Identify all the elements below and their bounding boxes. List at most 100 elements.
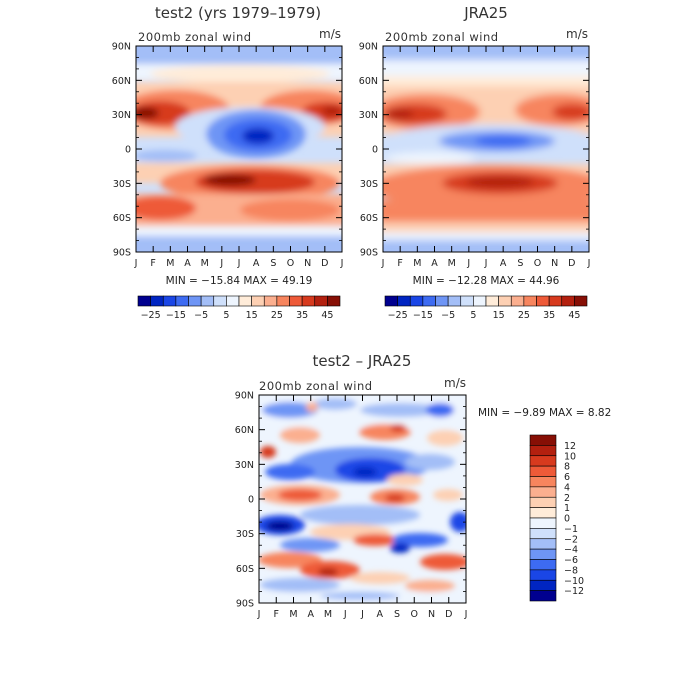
colorbar-swatch	[548, 295, 563, 307]
y-tick-label: 60N	[359, 76, 378, 87]
colorbar-swatch	[435, 295, 449, 307]
x-tick-label: A	[253, 258, 260, 269]
colorbar-swatch	[529, 434, 557, 446]
colorbar-label: −2	[564, 534, 578, 545]
colorbar-swatch	[529, 517, 557, 529]
colorbar-swatch	[263, 295, 278, 307]
x-tick-label: M	[324, 609, 332, 620]
colorbar-label: −5	[194, 310, 208, 321]
x-tick-label: F	[150, 258, 155, 269]
colorbar-swatch	[529, 496, 557, 508]
x-tick-label: F	[274, 609, 279, 620]
colorbar-swatch	[529, 507, 557, 519]
colorbar-swatch	[301, 295, 316, 307]
colorbar-label: 45	[321, 310, 333, 321]
x-tick-label: A	[500, 258, 507, 269]
colorbar-label: −6	[564, 555, 578, 566]
colorbar-label: 25	[271, 310, 283, 321]
x-tick-label: S	[517, 258, 523, 269]
x-tick-label: N	[428, 609, 435, 620]
colorbar-swatch	[529, 579, 557, 591]
colorbar-label: 25	[518, 310, 530, 321]
x-tick-label: M	[413, 258, 421, 269]
x-tick-label: M	[166, 258, 174, 269]
x-tick-label: J	[466, 258, 470, 269]
panel-title: JRA25	[463, 4, 508, 22]
min-max-stats: MIN = −9.89 MAX = 8.82	[478, 407, 611, 419]
y-tick-label: 30N	[359, 110, 378, 121]
colorbar-swatch	[529, 538, 557, 550]
colorbar-swatch	[473, 295, 487, 307]
colorbar-swatch	[536, 295, 550, 307]
x-tick-label: A	[308, 609, 315, 620]
y-tick-label: 30S	[113, 179, 131, 190]
panel-jra25: JRA25 200mb zonal wind m/s	[359, 4, 591, 321]
colorbar-swatch	[523, 295, 537, 307]
colorbar-swatch	[529, 455, 557, 467]
colorbar-swatch	[251, 295, 265, 307]
x-tick-label: J	[340, 258, 344, 269]
y-tick-label: 90N	[359, 42, 378, 53]
colorbar-swatch	[561, 295, 575, 307]
colorbar-label: 35	[296, 310, 308, 321]
colorbar-swatch	[422, 295, 436, 307]
x-tick-label: S	[270, 258, 276, 269]
heatmap-field	[259, 395, 466, 603]
colorbar-swatch	[327, 295, 341, 307]
y-tick-label: 0	[248, 495, 254, 506]
y-tick-label: 30S	[360, 179, 378, 190]
colorbar-swatch	[175, 295, 189, 307]
x-tick-label: J	[484, 258, 488, 269]
x-tick-label: O	[287, 258, 294, 269]
colorbar-label: −5	[441, 310, 455, 321]
y-tick-label: 60S	[360, 213, 378, 224]
colorbar-swatch	[529, 569, 557, 581]
colorbar-swatch	[409, 295, 424, 307]
x-tick-label: N	[304, 258, 311, 269]
y-tick-label: 60N	[235, 425, 254, 436]
x-tick-label: F	[397, 258, 402, 269]
y-tick-label: 90S	[113, 248, 131, 259]
colorbar-swatch	[276, 295, 290, 307]
y-tick-label: 90S	[236, 599, 254, 610]
colorbar-label: −15	[166, 310, 186, 321]
min-max-stats: MIN = −15.84 MAX = 49.19	[166, 275, 313, 287]
y-tick-label: 30S	[236, 529, 254, 540]
colorbar-swatch	[137, 295, 151, 307]
x-tick-label: J	[587, 258, 591, 269]
colorbar-swatch	[529, 528, 557, 540]
colorbar-label: −25	[388, 310, 408, 321]
colorbar-label: 6	[564, 472, 570, 483]
variable-label: 200mb zonal wind	[385, 30, 499, 44]
colorbar-swatch	[574, 295, 588, 307]
colorbar-swatch	[529, 476, 557, 488]
colorbar-label: 15	[246, 310, 258, 321]
colorbar-label: 5	[470, 310, 476, 321]
colorbar-swatch	[213, 295, 227, 307]
heatmap-field	[383, 46, 589, 252]
colorbar-swatch	[529, 486, 557, 498]
panel-difference: test2 – JRA25 200mb zonal wind m/s	[235, 352, 612, 620]
x-tick-label: D	[568, 258, 575, 269]
x-tick-label: J	[237, 258, 241, 269]
colorbar-label: −25	[141, 310, 161, 321]
colorbar-swatch	[529, 559, 557, 571]
x-tick-label: M	[448, 258, 456, 269]
colorbar-label: −15	[413, 310, 433, 321]
y-tick-label: 0	[372, 145, 378, 156]
colorbar-swatch	[529, 465, 557, 477]
x-tick-label: A	[377, 609, 384, 620]
colorbar-label: 1	[564, 503, 570, 514]
y-tick-label: 0	[125, 145, 131, 156]
y-tick-label: 60S	[236, 564, 254, 575]
y-tick-label: 90N	[235, 391, 254, 402]
x-tick-label: M	[201, 258, 209, 269]
units-label: m/s	[444, 376, 466, 390]
colorbar-swatch	[529, 548, 557, 560]
colorbar-label: −10	[564, 576, 584, 587]
colorbar-label: 5	[223, 310, 229, 321]
units-label: m/s	[319, 27, 341, 41]
